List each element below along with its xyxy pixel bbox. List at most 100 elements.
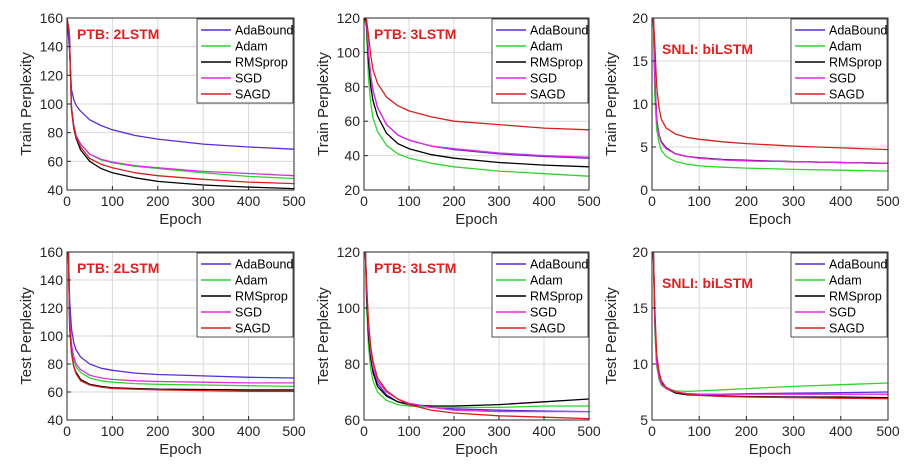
legend-label-adam: Adam xyxy=(829,40,862,54)
y-tick-label: 0 xyxy=(640,182,648,198)
x-axis-label: Epoch xyxy=(749,441,792,458)
y-tick-label: 15 xyxy=(632,53,648,69)
y-tick-label: 5 xyxy=(640,412,648,428)
legend: AdaBound Adam RMSprop SGD SAGD xyxy=(790,252,888,338)
legend-label-rmsprop: RMSprop xyxy=(235,56,288,70)
x-tick-label: 300 xyxy=(782,193,806,209)
y-axis-label: Test Perplexity xyxy=(603,287,620,385)
x-tick-label: 300 xyxy=(192,423,216,439)
y-axis-label: Test Perplexity xyxy=(315,287,332,385)
chart-panel-4: 0 100 200 300 400 500 40 60 80 100 120 140 160 Epoch T… xyxy=(18,244,306,458)
legend-label-sagd: SAGD xyxy=(530,88,565,102)
series-group xyxy=(364,18,589,177)
x-tick-label: 200 xyxy=(442,193,466,209)
legend-label-rmsprop: RMSprop xyxy=(530,290,583,304)
series-line-rmsprop xyxy=(364,18,589,168)
legend-label-sagd: SAGD xyxy=(235,88,270,102)
legend-label-adabound: AdaBound xyxy=(829,24,887,38)
x-tick-label: 200 xyxy=(146,423,170,439)
legend-label-rmsprop: RMSprop xyxy=(530,56,583,70)
x-tick-label: 400 xyxy=(237,193,261,209)
y-tick-label: 120 xyxy=(40,300,64,316)
series-line-sagd xyxy=(652,252,888,400)
x-tick-label: 300 xyxy=(782,423,806,439)
y-tick-label: 120 xyxy=(337,244,361,260)
y-tick-label: 60 xyxy=(344,412,360,428)
legend-box xyxy=(790,18,888,104)
legend-label-adabound: AdaBound xyxy=(530,24,588,38)
x-tick-label: 400 xyxy=(829,193,853,209)
legend-box xyxy=(491,18,589,104)
x-tick-label: 300 xyxy=(192,193,216,209)
y-tick-label: 100 xyxy=(337,300,361,316)
chart-title-annotation: SNLI: biLSTM xyxy=(662,275,753,291)
x-tick-label: 400 xyxy=(532,423,556,439)
y-axis-label: Train Perplexity xyxy=(315,52,332,156)
series-line-sagd xyxy=(364,252,589,420)
legend-label-adam: Adam xyxy=(829,274,862,288)
y-tick-label: 140 xyxy=(40,39,64,55)
y-tick-label: 160 xyxy=(40,244,64,260)
y-tick-label: 10 xyxy=(632,356,648,372)
series-group xyxy=(652,252,888,400)
x-tick-label: 500 xyxy=(876,423,900,439)
series-line-sagd xyxy=(364,18,589,131)
legend-label-rmsprop: RMSprop xyxy=(235,290,288,304)
x-axis-label: Epoch xyxy=(159,211,202,228)
x-tick-label: 0 xyxy=(360,193,368,209)
legend-label-sgd: SGD xyxy=(235,72,262,86)
x-tick-label: 0 xyxy=(648,193,656,209)
series-group xyxy=(364,252,589,420)
chart-title-annotation: PTB: 2LSTM xyxy=(77,26,159,42)
series-line-sagd xyxy=(67,18,294,185)
y-tick-label: 140 xyxy=(40,272,64,288)
x-tick-label: 400 xyxy=(237,423,261,439)
y-tick-label: 100 xyxy=(337,44,361,60)
chart-title-annotation: PTB: 3LSTM xyxy=(374,260,456,276)
legend: AdaBound Adam RMSprop SGD SAGD xyxy=(196,252,294,338)
series-line-adabound xyxy=(67,18,294,150)
legend-label-adam: Adam xyxy=(235,40,268,54)
legend-label-sgd: SGD xyxy=(530,72,557,86)
chart-panel-1: 0 100 200 300 400 500 40 60 80 100 120 140 160 Epoch T… xyxy=(18,10,306,228)
legend-label-adam: Adam xyxy=(235,274,268,288)
y-tick-label: 5 xyxy=(640,139,648,155)
series-line-sgd xyxy=(364,18,589,158)
x-tick-label: 300 xyxy=(487,193,511,209)
legend-label-adabound: AdaBound xyxy=(235,258,293,272)
chart-panel-2: 0 100 200 300 400 500 20 40 60 80 100 120 Epoch Train… xyxy=(315,10,601,228)
x-tick-label: 400 xyxy=(829,423,853,439)
series-group xyxy=(652,18,888,172)
legend-label-sagd: SAGD xyxy=(530,322,565,336)
axes-frame xyxy=(363,251,590,421)
legend: AdaBound Adam RMSprop SGD SAGD xyxy=(491,252,589,338)
chart-panel-6: 0 100 200 300 400 500 5 10 15 20 Epoch Test Perplex… xyxy=(603,244,900,458)
legend: AdaBound Adam RMSprop SGD SAGD xyxy=(790,18,888,104)
y-tick-label: 100 xyxy=(40,328,64,344)
x-tick-label: 500 xyxy=(282,423,306,439)
legend-label-adabound: AdaBound xyxy=(530,258,588,272)
legend-box xyxy=(790,252,888,338)
x-tick-label: 400 xyxy=(532,193,556,209)
x-axis-label: Epoch xyxy=(159,441,202,458)
legend-label-adabound: AdaBound xyxy=(829,258,887,272)
x-tick-label: 0 xyxy=(63,423,71,439)
legend-box xyxy=(196,252,294,338)
y-axis-label: Train Perplexity xyxy=(603,52,620,156)
y-axis-label: Train Perplexity xyxy=(18,52,35,156)
y-tick-label: 80 xyxy=(47,356,63,372)
x-tick-label: 100 xyxy=(397,193,421,209)
chart-panel-3: 0 100 200 300 400 500 0 5 10 15 20 Epoch Train Perpl… xyxy=(603,10,900,228)
y-tick-label: 100 xyxy=(40,96,64,112)
x-tick-label: 100 xyxy=(688,423,712,439)
chart-title-annotation: SNLI: biLSTM xyxy=(662,41,753,57)
legend-label-sagd: SAGD xyxy=(829,322,864,336)
legend-box xyxy=(196,18,294,104)
legend-box xyxy=(491,252,589,338)
chart-title-annotation: PTB: 2LSTM xyxy=(77,260,159,276)
y-tick-label: 40 xyxy=(344,148,360,164)
x-tick-label: 100 xyxy=(397,423,421,439)
series-line-sgd xyxy=(652,18,888,164)
axes-frame xyxy=(363,17,590,191)
x-tick-label: 100 xyxy=(688,193,712,209)
